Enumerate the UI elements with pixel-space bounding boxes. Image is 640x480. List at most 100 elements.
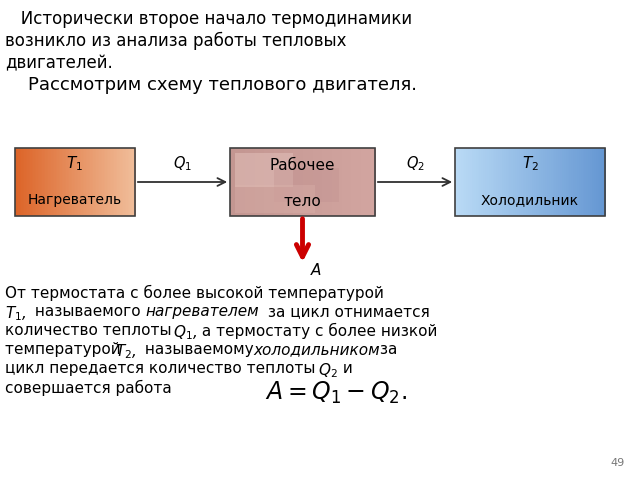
Bar	[303, 148, 305, 216]
Bar	[493, 148, 495, 216]
Bar	[230, 148, 375, 216]
Bar	[78, 148, 80, 216]
Bar	[579, 148, 581, 216]
Bar	[513, 148, 515, 216]
Bar	[472, 148, 474, 216]
Bar	[586, 148, 589, 216]
Bar	[88, 148, 90, 216]
Bar	[312, 148, 314, 216]
Bar	[40, 148, 42, 216]
Bar	[239, 148, 241, 216]
Bar	[253, 148, 256, 216]
Bar	[520, 148, 523, 216]
Bar	[310, 148, 312, 216]
Bar	[314, 148, 316, 216]
Bar	[288, 148, 291, 216]
Bar	[306, 148, 308, 216]
Bar	[266, 148, 269, 216]
Bar	[481, 148, 484, 216]
Bar	[603, 148, 605, 216]
Text: Холодильник: Холодильник	[481, 193, 579, 207]
Bar	[321, 148, 323, 216]
Bar	[582, 148, 585, 216]
Bar	[566, 148, 568, 216]
Bar	[273, 148, 276, 216]
Text: 49: 49	[611, 458, 625, 468]
Bar	[489, 148, 491, 216]
Bar	[468, 148, 470, 216]
Bar	[564, 148, 566, 216]
Bar	[99, 148, 101, 216]
Bar	[323, 148, 324, 216]
Bar	[491, 148, 493, 216]
Bar	[545, 148, 547, 216]
Bar	[333, 148, 335, 216]
Bar	[26, 148, 28, 216]
Bar	[572, 148, 573, 216]
Bar	[548, 148, 551, 216]
Bar	[18, 148, 20, 216]
Text: за: за	[375, 342, 397, 357]
Bar	[104, 148, 106, 216]
Bar	[577, 148, 579, 216]
Bar	[33, 148, 35, 216]
Bar	[293, 148, 296, 216]
Bar	[315, 148, 317, 216]
Bar	[97, 148, 99, 216]
Bar	[67, 148, 70, 216]
Bar	[234, 148, 236, 216]
Text: за цикл отнимается: за цикл отнимается	[263, 304, 429, 319]
Bar	[371, 148, 374, 216]
Text: $Q_2$: $Q_2$	[406, 154, 424, 173]
Bar	[232, 148, 234, 216]
Bar	[272, 148, 274, 216]
Bar	[52, 148, 54, 216]
Bar	[241, 148, 243, 216]
Bar	[56, 148, 58, 216]
Bar	[114, 148, 116, 216]
Bar	[317, 148, 319, 216]
Bar	[592, 148, 595, 216]
Bar	[60, 148, 62, 216]
Bar	[54, 148, 56, 216]
Bar	[31, 148, 33, 216]
Bar	[543, 148, 545, 216]
Bar	[15, 148, 17, 216]
Text: $Q_1$,: $Q_1$,	[173, 323, 197, 342]
Text: называемому: называемому	[140, 342, 259, 357]
Bar	[284, 148, 287, 216]
Bar	[498, 148, 500, 216]
Bar	[134, 148, 136, 216]
Bar	[570, 148, 572, 216]
Text: двигателей.: двигателей.	[5, 54, 113, 72]
Text: Рабочее: Рабочее	[269, 158, 335, 173]
Bar	[502, 148, 504, 216]
Bar	[362, 148, 365, 216]
Bar	[105, 148, 107, 216]
Bar	[465, 148, 467, 216]
Bar	[547, 148, 549, 216]
Bar	[115, 148, 118, 216]
Bar	[524, 148, 527, 216]
Bar	[556, 148, 559, 216]
Bar	[79, 148, 81, 216]
Bar	[534, 148, 536, 216]
Bar	[237, 148, 239, 216]
Bar	[292, 148, 294, 216]
Bar	[457, 148, 460, 216]
Text: возникло из анализа работы тепловых: возникло из анализа работы тепловых	[5, 32, 346, 50]
Bar	[517, 148, 519, 216]
Bar	[235, 153, 293, 187]
Bar	[129, 148, 131, 216]
Bar	[109, 148, 111, 216]
Bar	[81, 148, 83, 216]
Bar	[126, 148, 128, 216]
Bar	[123, 148, 125, 216]
Bar	[295, 148, 298, 216]
Bar	[230, 148, 232, 216]
Bar	[27, 148, 29, 216]
Bar	[270, 148, 272, 216]
Bar	[479, 148, 482, 216]
Bar	[257, 148, 259, 216]
Bar	[522, 148, 525, 216]
